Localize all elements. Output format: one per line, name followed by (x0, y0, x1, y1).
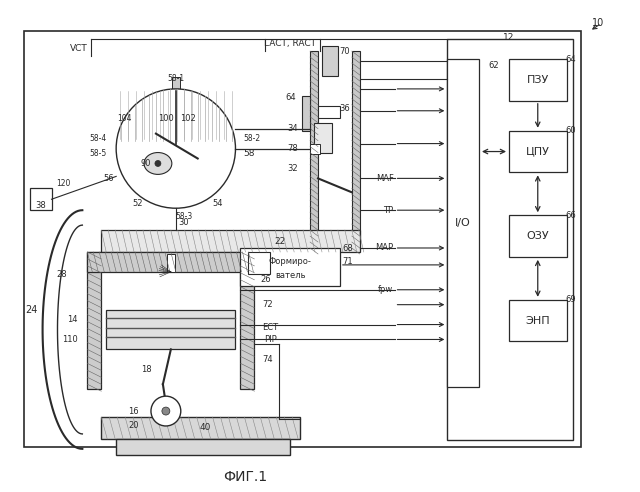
Text: 58: 58 (243, 149, 255, 158)
Circle shape (162, 407, 170, 415)
Bar (447, 59, 479, 387)
Text: 110: 110 (61, 335, 77, 344)
Text: 56: 56 (104, 174, 114, 183)
Text: 28: 28 (57, 270, 67, 279)
Bar (106, 309, 236, 349)
Text: 12: 12 (503, 32, 515, 42)
Bar (87, 252, 101, 389)
Text: PIP: PIP (264, 335, 276, 344)
Text: 58-3: 58-3 (175, 212, 193, 221)
Text: 26: 26 (260, 276, 271, 284)
Text: 104: 104 (117, 114, 131, 123)
Bar (87, 252, 254, 272)
Text: 58-5: 58-5 (89, 149, 106, 158)
Text: ОЗУ: ОЗУ (527, 231, 549, 241)
Bar (509, 131, 566, 172)
Text: ЭНП: ЭНП (525, 315, 550, 326)
Text: Формиро-: Формиро- (269, 257, 312, 266)
Bar (302, 96, 310, 131)
Text: 10: 10 (592, 18, 605, 28)
Bar (318, 106, 340, 118)
Circle shape (151, 396, 180, 426)
Bar (509, 300, 566, 341)
Text: ECT: ECT (262, 323, 278, 332)
Text: 102: 102 (180, 114, 196, 123)
Text: 120: 120 (56, 179, 71, 188)
Text: 62: 62 (489, 61, 499, 69)
Text: 72: 72 (262, 300, 273, 309)
Bar (248, 252, 270, 274)
Bar (310, 51, 318, 250)
Text: 34: 34 (287, 124, 298, 133)
Text: 40: 40 (200, 424, 211, 432)
Text: 58-1: 58-1 (167, 74, 184, 84)
Bar (314, 123, 332, 153)
Text: MAP: MAP (376, 244, 394, 252)
Text: 100: 100 (158, 114, 173, 123)
Text: TP: TP (383, 206, 394, 215)
Text: 64: 64 (565, 55, 576, 63)
Ellipse shape (144, 153, 172, 174)
Text: LACT, RACT: LACT, RACT (264, 39, 316, 48)
Bar (352, 51, 360, 250)
Text: 54: 54 (212, 199, 223, 208)
Text: 16: 16 (129, 406, 139, 416)
Text: 14: 14 (67, 315, 77, 324)
Bar (101, 417, 300, 439)
Text: 66: 66 (565, 211, 576, 219)
Text: 74: 74 (262, 355, 273, 364)
Bar (24, 31, 580, 447)
Text: 70: 70 (340, 47, 350, 56)
Bar (167, 254, 175, 272)
Bar (241, 248, 340, 286)
Text: 71: 71 (342, 257, 353, 266)
Bar (241, 252, 254, 389)
Circle shape (155, 160, 161, 166)
Text: 30: 30 (179, 217, 189, 227)
Text: VCT: VCT (69, 44, 87, 53)
Bar (116, 439, 290, 455)
Bar (172, 77, 180, 89)
Text: 36: 36 (339, 104, 350, 113)
Bar (101, 230, 360, 252)
Bar (509, 215, 566, 257)
Text: 24: 24 (26, 305, 38, 315)
Text: 78: 78 (287, 144, 298, 153)
Bar (310, 144, 320, 154)
Text: 32: 32 (287, 164, 298, 173)
Text: 90: 90 (141, 159, 151, 168)
Text: 22: 22 (275, 237, 286, 246)
Text: ЦПУ: ЦПУ (526, 147, 550, 156)
Text: 38: 38 (35, 201, 46, 210)
Text: 18: 18 (141, 365, 151, 374)
Bar (509, 59, 566, 101)
Text: I/O: I/O (455, 218, 471, 228)
Circle shape (116, 89, 236, 208)
Text: MAF: MAF (376, 174, 394, 183)
Text: 60: 60 (565, 126, 576, 135)
Bar (447, 39, 573, 440)
Text: 64: 64 (285, 93, 296, 102)
Text: ватель: ватель (275, 271, 305, 280)
Text: ФИГ.1: ФИГ.1 (223, 470, 268, 484)
Text: fpw: fpw (378, 285, 394, 294)
Text: 52: 52 (132, 199, 143, 208)
Text: 58-2: 58-2 (243, 134, 260, 143)
Text: 58-4: 58-4 (89, 134, 106, 143)
Bar (29, 188, 52, 210)
Text: 68: 68 (342, 245, 353, 253)
Text: ПЗУ: ПЗУ (527, 75, 549, 85)
Bar (322, 46, 338, 76)
Text: 20: 20 (129, 422, 139, 430)
Text: 69: 69 (565, 295, 576, 304)
